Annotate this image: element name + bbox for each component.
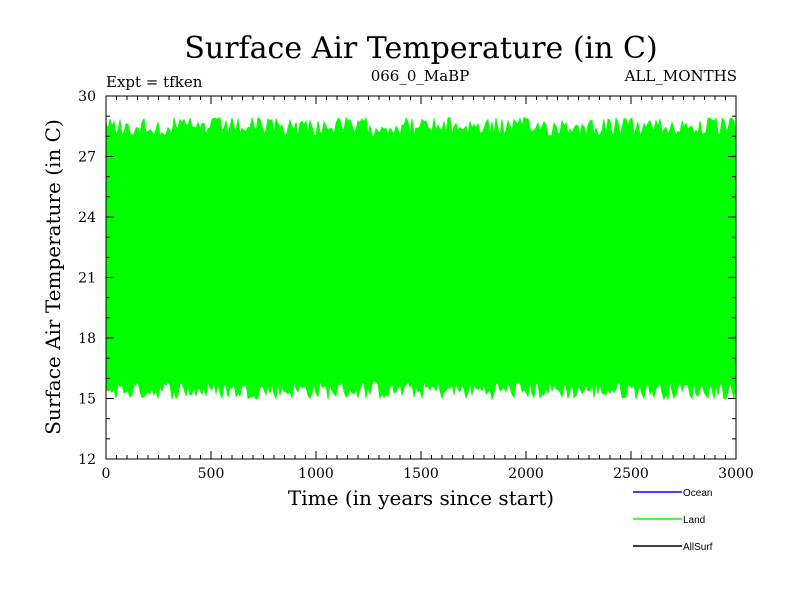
x-tick-label: 500 <box>198 466 225 482</box>
series-land-band <box>105 116 737 401</box>
y-tick-label: 15 <box>78 392 96 408</box>
axis-ticks: 0 500 1000 1500 2000 2500 3000 12 15 18 21 24 27 30 <box>78 89 754 482</box>
header-center: 066_0_MaBP <box>371 67 470 85</box>
x-tick-label: 1500 <box>403 466 439 482</box>
header-right: ALL_MONTHS <box>624 67 737 85</box>
legend-label-ocean: Ocean <box>683 488 712 499</box>
y-tick-label: 24 <box>78 210 96 226</box>
y-tick-label: 18 <box>78 331 96 347</box>
legend-label-allsurf: AllSurf <box>683 542 713 553</box>
header-left: Expt = tfken <box>106 73 203 91</box>
legend: Ocean Land AllSurf <box>633 488 713 553</box>
chart-title: Surface Air Temperature (in C) <box>184 31 657 66</box>
plot-data <box>105 116 737 401</box>
x-axis-label: Time (in years since start) <box>288 486 554 510</box>
x-tick-label: 0 <box>102 466 111 482</box>
y-tick-label: 21 <box>78 271 96 287</box>
y-axis-label: Surface Air Temperature (in C) <box>41 119 65 435</box>
x-tick-label: 1000 <box>298 466 334 482</box>
x-tick-label: 2000 <box>508 466 544 482</box>
y-tick-label: 12 <box>78 452 96 468</box>
y-tick-label: 27 <box>78 150 96 166</box>
legend-label-land: Land <box>683 515 705 526</box>
y-tick-label: 30 <box>78 89 96 105</box>
x-tick-label: 3000 <box>718 466 754 482</box>
x-tick-label: 2500 <box>613 466 649 482</box>
